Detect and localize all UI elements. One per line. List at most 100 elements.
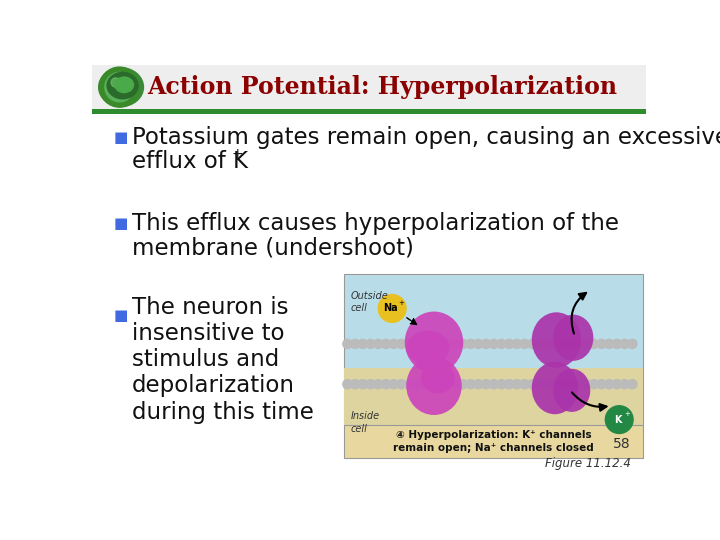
Circle shape	[512, 339, 521, 348]
Bar	[344, 368, 643, 425]
Circle shape	[528, 339, 537, 348]
Circle shape	[428, 380, 437, 389]
Circle shape	[612, 380, 621, 389]
Bar	[92, 65, 647, 110]
Circle shape	[474, 339, 483, 348]
Circle shape	[389, 380, 398, 389]
Circle shape	[520, 339, 529, 348]
Bar	[92, 110, 647, 114]
Text: stimulus and: stimulus and	[132, 348, 279, 371]
Circle shape	[597, 380, 606, 389]
Circle shape	[474, 380, 483, 389]
Circle shape	[605, 380, 614, 389]
Ellipse shape	[405, 312, 463, 373]
Circle shape	[435, 380, 444, 389]
Text: depolarization: depolarization	[132, 374, 295, 397]
Ellipse shape	[421, 363, 455, 394]
Circle shape	[612, 339, 621, 348]
Text: 58: 58	[613, 437, 631, 451]
Circle shape	[620, 339, 629, 348]
Circle shape	[574, 380, 583, 389]
Circle shape	[620, 380, 629, 389]
Circle shape	[359, 380, 367, 389]
Circle shape	[378, 295, 406, 322]
Circle shape	[605, 339, 614, 348]
Text: during this time: during this time	[132, 401, 314, 423]
Text: ■: ■	[113, 130, 127, 145]
Text: insensitive to: insensitive to	[132, 322, 284, 345]
Circle shape	[374, 380, 383, 389]
Circle shape	[566, 380, 575, 389]
Text: +: +	[232, 147, 243, 161]
Text: ④ Hyperpolarization: K⁺ channels
remain open; Na⁺ channels closed: ④ Hyperpolarization: K⁺ channels remain …	[393, 430, 594, 453]
Circle shape	[489, 380, 498, 389]
Circle shape	[505, 339, 514, 348]
Text: ■: ■	[113, 308, 127, 322]
Circle shape	[359, 339, 367, 348]
Circle shape	[405, 339, 414, 348]
Circle shape	[489, 339, 498, 348]
Circle shape	[543, 380, 552, 389]
Circle shape	[111, 78, 120, 87]
Circle shape	[412, 380, 421, 389]
Text: +: +	[624, 411, 630, 417]
Circle shape	[443, 339, 452, 348]
Ellipse shape	[553, 315, 593, 361]
Circle shape	[420, 380, 429, 389]
Circle shape	[366, 339, 375, 348]
Ellipse shape	[406, 356, 462, 415]
Circle shape	[559, 339, 567, 348]
Text: K: K	[614, 415, 621, 424]
Ellipse shape	[532, 312, 581, 368]
Circle shape	[459, 380, 467, 389]
Circle shape	[374, 339, 383, 348]
Text: efflux of K: efflux of K	[132, 150, 248, 173]
Circle shape	[412, 339, 421, 348]
Circle shape	[606, 406, 633, 434]
Circle shape	[482, 339, 490, 348]
Circle shape	[520, 380, 529, 389]
Bar	[344, 425, 643, 457]
Text: membrane (undershoot): membrane (undershoot)	[132, 237, 414, 260]
Ellipse shape	[406, 331, 449, 364]
Circle shape	[543, 339, 552, 348]
Circle shape	[111, 79, 128, 96]
Circle shape	[566, 339, 575, 348]
Circle shape	[351, 339, 360, 348]
Ellipse shape	[98, 67, 144, 107]
Text: This efflux causes hyperpolarization of the: This efflux causes hyperpolarization of …	[132, 212, 619, 235]
Text: Na: Na	[383, 303, 398, 313]
Circle shape	[528, 380, 537, 389]
Circle shape	[466, 339, 475, 348]
Text: Potassium gates remain open, causing an excessive: Potassium gates remain open, causing an …	[132, 126, 720, 148]
Circle shape	[382, 339, 390, 348]
Circle shape	[435, 339, 444, 348]
Ellipse shape	[114, 76, 134, 93]
Circle shape	[559, 380, 567, 389]
Circle shape	[597, 339, 606, 348]
Ellipse shape	[553, 369, 590, 412]
Text: +: +	[398, 300, 405, 306]
Bar	[344, 274, 643, 425]
Circle shape	[497, 380, 506, 389]
Circle shape	[628, 339, 637, 348]
Circle shape	[397, 380, 406, 389]
Circle shape	[451, 339, 460, 348]
Circle shape	[428, 339, 437, 348]
Circle shape	[628, 380, 637, 389]
Circle shape	[105, 72, 134, 102]
Text: Figure 11.12.4: Figure 11.12.4	[545, 457, 631, 470]
Circle shape	[343, 380, 352, 389]
Circle shape	[582, 380, 590, 389]
Circle shape	[551, 339, 560, 348]
Circle shape	[482, 380, 490, 389]
Circle shape	[466, 380, 475, 389]
Text: The neuron is: The neuron is	[132, 296, 288, 319]
Circle shape	[512, 380, 521, 389]
Text: Action Potential: Hyperpolarization: Action Potential: Hyperpolarization	[148, 75, 617, 99]
Circle shape	[551, 380, 560, 389]
Circle shape	[351, 380, 360, 389]
Circle shape	[443, 380, 452, 389]
Circle shape	[366, 380, 375, 389]
Circle shape	[589, 380, 598, 389]
